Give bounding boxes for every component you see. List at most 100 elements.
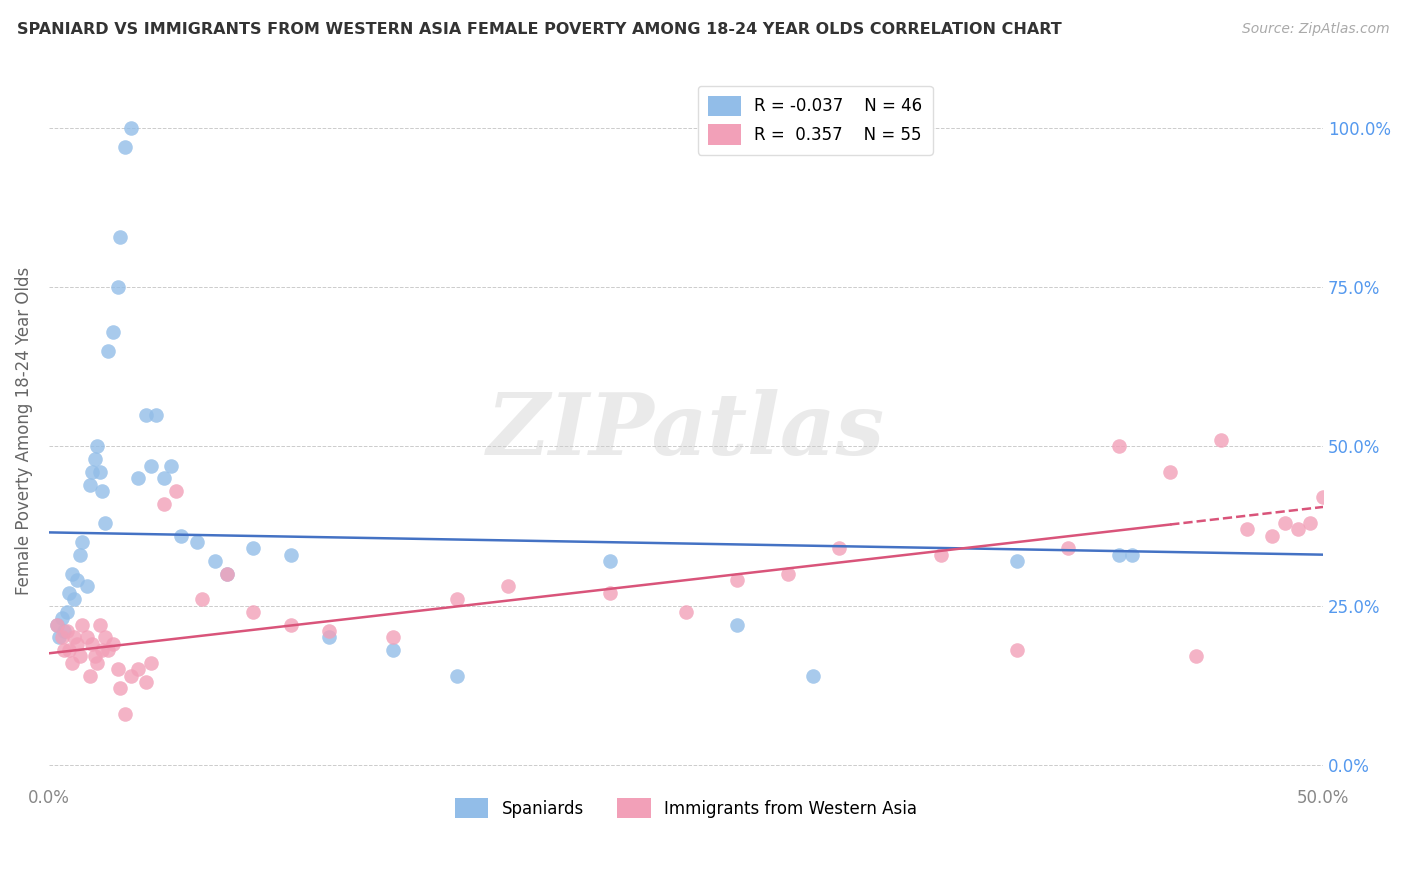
Point bbox=[135, 674, 157, 689]
Point bbox=[191, 592, 214, 607]
Point bbox=[89, 465, 111, 479]
Point bbox=[1236, 522, 1258, 536]
Point bbox=[318, 624, 340, 638]
Point bbox=[1007, 554, 1029, 568]
Point bbox=[66, 573, 89, 587]
Point bbox=[110, 229, 132, 244]
Point bbox=[145, 408, 167, 422]
Point bbox=[120, 121, 142, 136]
Point bbox=[79, 668, 101, 682]
Point bbox=[91, 483, 114, 498]
Point bbox=[58, 643, 80, 657]
Point bbox=[204, 554, 226, 568]
Point bbox=[496, 579, 519, 593]
Point bbox=[114, 140, 136, 154]
Point bbox=[1007, 643, 1029, 657]
Point bbox=[675, 605, 697, 619]
Point bbox=[599, 586, 621, 600]
Text: SPANIARD VS IMMIGRANTS FROM WESTERN ASIA FEMALE POVERTY AMONG 18-24 YEAR OLDS CO: SPANIARD VS IMMIGRANTS FROM WESTERN ASIA… bbox=[17, 22, 1062, 37]
Point bbox=[1108, 548, 1130, 562]
Point bbox=[929, 548, 952, 562]
Point bbox=[82, 637, 104, 651]
Point bbox=[101, 637, 124, 651]
Legend: Spaniards, Immigrants from Western Asia: Spaniards, Immigrants from Western Asia bbox=[449, 791, 924, 825]
Point bbox=[107, 662, 129, 676]
Point bbox=[803, 668, 825, 682]
Point bbox=[1108, 440, 1130, 454]
Point bbox=[217, 566, 239, 581]
Point bbox=[66, 637, 89, 651]
Point bbox=[70, 535, 93, 549]
Point bbox=[1211, 433, 1233, 447]
Point bbox=[86, 656, 108, 670]
Point bbox=[599, 554, 621, 568]
Point bbox=[56, 605, 79, 619]
Point bbox=[53, 643, 76, 657]
Point bbox=[83, 452, 105, 467]
Point bbox=[776, 566, 799, 581]
Point bbox=[91, 643, 114, 657]
Point bbox=[83, 649, 105, 664]
Point bbox=[107, 280, 129, 294]
Point bbox=[70, 617, 93, 632]
Point bbox=[110, 681, 132, 696]
Point bbox=[63, 631, 86, 645]
Point bbox=[217, 566, 239, 581]
Point bbox=[139, 656, 162, 670]
Point bbox=[446, 592, 468, 607]
Point bbox=[76, 631, 98, 645]
Point bbox=[120, 668, 142, 682]
Point bbox=[165, 483, 187, 498]
Point bbox=[51, 611, 73, 625]
Point bbox=[97, 344, 120, 359]
Point bbox=[45, 617, 67, 632]
Point bbox=[280, 617, 302, 632]
Point bbox=[56, 624, 79, 638]
Point bbox=[160, 458, 183, 473]
Point bbox=[725, 617, 748, 632]
Point bbox=[82, 465, 104, 479]
Point bbox=[94, 631, 117, 645]
Point bbox=[135, 408, 157, 422]
Point bbox=[127, 471, 149, 485]
Point bbox=[725, 573, 748, 587]
Point bbox=[382, 643, 405, 657]
Point bbox=[63, 592, 86, 607]
Point bbox=[76, 579, 98, 593]
Text: ZIPatlas: ZIPatlas bbox=[486, 389, 886, 473]
Point bbox=[1312, 491, 1334, 505]
Y-axis label: Female Poverty Among 18-24 Year Olds: Female Poverty Among 18-24 Year Olds bbox=[15, 267, 32, 595]
Point bbox=[94, 516, 117, 530]
Point bbox=[318, 631, 340, 645]
Point bbox=[86, 440, 108, 454]
Point bbox=[242, 541, 264, 556]
Point bbox=[242, 605, 264, 619]
Point bbox=[1286, 522, 1309, 536]
Point bbox=[1121, 548, 1143, 562]
Point bbox=[114, 706, 136, 721]
Point bbox=[89, 617, 111, 632]
Point bbox=[45, 617, 67, 632]
Point bbox=[58, 586, 80, 600]
Point bbox=[828, 541, 851, 556]
Point bbox=[139, 458, 162, 473]
Point bbox=[1159, 465, 1181, 479]
Point bbox=[127, 662, 149, 676]
Point bbox=[1299, 516, 1322, 530]
Point bbox=[1274, 516, 1296, 530]
Point bbox=[53, 624, 76, 638]
Point bbox=[97, 643, 120, 657]
Point bbox=[170, 528, 193, 542]
Point bbox=[152, 471, 174, 485]
Point bbox=[186, 535, 208, 549]
Point bbox=[79, 477, 101, 491]
Text: Source: ZipAtlas.com: Source: ZipAtlas.com bbox=[1241, 22, 1389, 37]
Point bbox=[60, 656, 83, 670]
Point bbox=[101, 325, 124, 339]
Point bbox=[69, 649, 91, 664]
Point bbox=[48, 631, 70, 645]
Point bbox=[1184, 649, 1206, 664]
Point bbox=[69, 548, 91, 562]
Point bbox=[1057, 541, 1080, 556]
Point bbox=[152, 497, 174, 511]
